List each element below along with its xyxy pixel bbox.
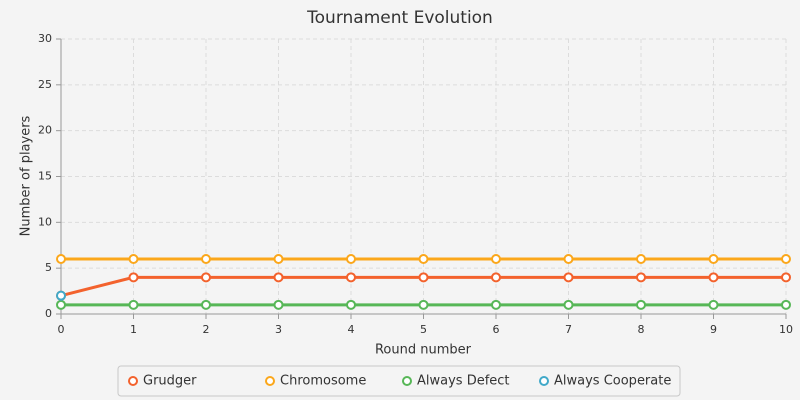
data-point <box>346 272 356 283</box>
x-tick-label: 1 <box>130 323 137 336</box>
x-tick-label: 0 <box>58 323 65 336</box>
data-point <box>56 254 66 264</box>
chart-title: Tournament Evolution <box>306 8 493 28</box>
data-point <box>56 290 66 301</box>
x-tick-label: 8 <box>638 323 645 336</box>
x-tick-label: 7 <box>565 323 572 336</box>
data-point <box>781 272 791 283</box>
data-point <box>201 254 211 264</box>
data-point <box>346 254 356 264</box>
x-tick-label: 3 <box>275 323 282 336</box>
y-tick-label: 20 <box>38 124 52 137</box>
data-point <box>273 299 284 310</box>
data-point <box>273 254 284 264</box>
data-point <box>273 272 284 283</box>
y-tick-label: 10 <box>38 215 52 228</box>
x-tick-label: 4 <box>348 323 355 336</box>
y-tick-label: 30 <box>38 32 52 45</box>
data-point <box>781 299 791 310</box>
data-point <box>708 272 719 283</box>
x-tick-label: 9 <box>710 323 717 336</box>
legend-label: Always Defect <box>417 374 510 389</box>
data-point <box>128 254 139 264</box>
data-point <box>563 299 574 310</box>
legend-marker <box>539 376 549 386</box>
x-tick-label: 6 <box>493 323 500 336</box>
x-tick-label: 5 <box>420 323 427 336</box>
data-point <box>128 299 139 310</box>
data-point <box>491 272 501 283</box>
data-point <box>418 254 429 264</box>
data-point <box>346 299 356 310</box>
x-tick-label: 10 <box>779 323 793 336</box>
data-point <box>563 254 574 264</box>
data-point <box>491 299 501 310</box>
y-tick-label: 0 <box>45 307 52 320</box>
data-point <box>491 254 501 264</box>
data-point <box>636 299 646 310</box>
y-tick-label: 25 <box>38 78 52 91</box>
data-point <box>636 272 646 283</box>
data-point <box>636 254 646 264</box>
y-tick-label: 15 <box>38 170 52 183</box>
legend-box <box>117 365 681 397</box>
data-point <box>708 254 719 264</box>
legend-label: Always Cooperate <box>554 374 671 389</box>
data-point <box>781 254 791 264</box>
y-axis-label: Number of players <box>19 115 34 236</box>
x-axis-label: Round number <box>375 343 472 358</box>
data-point <box>56 299 66 310</box>
legend-label: Chromosome <box>280 374 366 389</box>
data-point <box>563 272 574 283</box>
legend-marker <box>265 376 275 386</box>
x-tick-label: 2 <box>203 323 210 336</box>
data-point <box>201 272 211 283</box>
legend-marker <box>128 376 138 386</box>
legend-marker <box>402 376 412 386</box>
data-point <box>418 272 429 283</box>
y-tick-label: 5 <box>45 261 52 274</box>
data-point <box>201 299 211 310</box>
legend-label: Grudger <box>143 374 197 389</box>
data-point <box>128 272 139 283</box>
data-point <box>708 299 719 310</box>
data-point <box>418 299 429 310</box>
